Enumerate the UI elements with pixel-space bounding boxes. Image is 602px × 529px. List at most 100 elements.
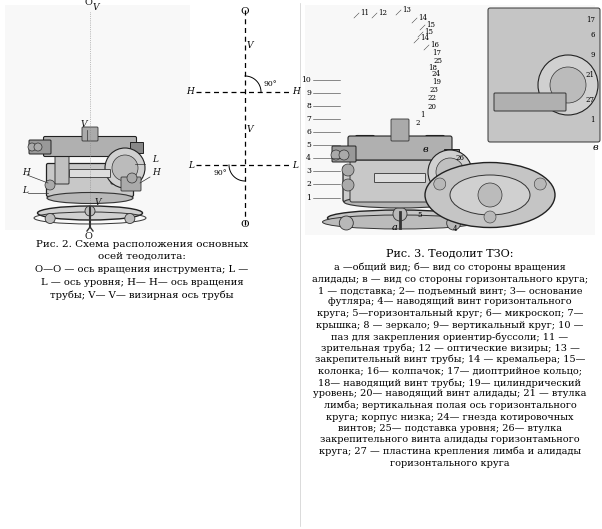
Ellipse shape: [323, 215, 477, 229]
Text: Рис. 3. Теодолит ТЗО:: Рис. 3. Теодолит ТЗО:: [386, 248, 514, 258]
Text: зрительная труба; 12 — оптические визиры; 13 —: зрительная труба; 12 — оптические визиры…: [320, 343, 580, 353]
Text: 19: 19: [432, 78, 441, 86]
Text: L: L: [22, 186, 28, 195]
FancyBboxPatch shape: [356, 135, 374, 187]
Text: 1: 1: [591, 116, 595, 124]
Circle shape: [340, 216, 353, 230]
Text: 4: 4: [453, 225, 458, 233]
FancyBboxPatch shape: [488, 8, 600, 142]
Text: Рис. 2. Схема расположения основных: Рис. 2. Схема расположения основных: [36, 240, 248, 249]
Text: 6: 6: [591, 31, 595, 39]
Ellipse shape: [450, 175, 530, 215]
Text: O: O: [241, 7, 249, 16]
Text: 24: 24: [432, 70, 441, 78]
Ellipse shape: [327, 210, 473, 226]
FancyBboxPatch shape: [426, 135, 444, 187]
Text: 1 — подставка; 2— подъемный винт; 3— основание: 1 — подставка; 2— подъемный винт; 3— осн…: [318, 286, 582, 295]
Text: O: O: [84, 0, 92, 7]
Text: 26: 26: [456, 154, 465, 162]
Circle shape: [444, 189, 456, 201]
Circle shape: [125, 214, 135, 223]
Text: L: L: [188, 160, 194, 169]
Circle shape: [342, 179, 354, 191]
Text: в: в: [422, 145, 428, 154]
Text: 2: 2: [415, 119, 420, 127]
Text: лимба; вертикальная полая ось горизонтального: лимба; вертикальная полая ось горизонтал…: [324, 401, 576, 411]
Text: 23: 23: [430, 86, 439, 94]
Text: 11: 11: [360, 9, 369, 17]
FancyBboxPatch shape: [111, 144, 125, 184]
Text: V: V: [95, 198, 102, 207]
Text: горизонтального круга: горизонтального круга: [390, 459, 510, 468]
Text: 18: 18: [428, 64, 437, 72]
Text: паз для закрепления ориентир-буссоли; 11 —: паз для закрепления ориентир-буссоли; 11…: [332, 332, 568, 342]
Text: H: H: [186, 87, 194, 96]
Text: 21: 21: [586, 71, 595, 79]
Text: L: L: [292, 160, 298, 169]
FancyBboxPatch shape: [494, 93, 566, 111]
Text: 15: 15: [424, 28, 433, 36]
Text: закрепительный винт трубы; 14 — кремальера; 15—: закрепительный винт трубы; 14 — кремалье…: [315, 355, 585, 364]
FancyBboxPatch shape: [391, 119, 409, 141]
Text: 17: 17: [432, 49, 441, 57]
Circle shape: [127, 173, 137, 183]
Text: в: в: [592, 143, 598, 152]
Text: 1: 1: [420, 111, 424, 119]
Circle shape: [331, 150, 341, 160]
Text: H: H: [292, 87, 300, 96]
FancyBboxPatch shape: [444, 149, 459, 160]
Text: осей теодолита:: осей теодолита:: [98, 252, 186, 261]
Circle shape: [85, 206, 95, 216]
Text: 6: 6: [306, 128, 311, 136]
Circle shape: [436, 158, 464, 186]
Text: а —общий вид; б— вид со стороны вращения: а —общий вид; б— вид со стороны вращения: [334, 263, 566, 272]
FancyBboxPatch shape: [350, 160, 450, 202]
Text: 8: 8: [306, 102, 311, 110]
Text: O: O: [84, 232, 92, 241]
FancyBboxPatch shape: [332, 146, 356, 162]
Text: 14: 14: [418, 14, 427, 22]
Circle shape: [447, 216, 461, 230]
Ellipse shape: [425, 162, 555, 227]
FancyBboxPatch shape: [348, 136, 452, 160]
Text: 20: 20: [428, 103, 437, 111]
Circle shape: [112, 155, 138, 181]
Text: 10: 10: [301, 76, 311, 84]
Circle shape: [434, 178, 445, 190]
FancyBboxPatch shape: [121, 177, 141, 191]
Circle shape: [550, 67, 586, 103]
Text: O—O — ось вращения инструмента; L —: O—O — ось вращения инструмента; L —: [36, 265, 249, 274]
Circle shape: [45, 214, 55, 223]
Text: закрепительного винта алидады горизонтамьного: закрепительного винта алидады горизонтам…: [320, 435, 580, 444]
Circle shape: [34, 143, 42, 151]
FancyBboxPatch shape: [29, 140, 51, 154]
Text: винтов; 25— подставка уровня; 26— втулка: винтов; 25— подставка уровня; 26— втулка: [338, 424, 562, 433]
Text: 90°: 90°: [213, 169, 227, 177]
FancyBboxPatch shape: [69, 169, 111, 178]
Ellipse shape: [344, 196, 456, 208]
Circle shape: [45, 180, 55, 190]
FancyBboxPatch shape: [43, 136, 137, 157]
Text: V: V: [81, 120, 87, 129]
FancyBboxPatch shape: [82, 127, 98, 141]
Ellipse shape: [37, 206, 143, 220]
Circle shape: [428, 150, 472, 194]
Text: крышка; 8 — зеркало; 9— вертикальный круг; 10 —: крышка; 8 — зеркало; 9— вертикальный кру…: [316, 321, 584, 330]
Text: футляра; 4— наводящий винт горизонтального: футляра; 4— наводящий винт горизонтально…: [328, 297, 572, 306]
Text: L: L: [152, 155, 158, 164]
FancyBboxPatch shape: [129, 141, 143, 152]
Text: 18— наводящий винт трубы; 19— цилиндрический: 18— наводящий винт трубы; 19— цилиндриче…: [318, 378, 582, 388]
Circle shape: [484, 211, 496, 223]
Text: 3: 3: [306, 167, 311, 175]
Text: H: H: [152, 168, 160, 177]
Circle shape: [534, 178, 546, 190]
FancyBboxPatch shape: [305, 5, 595, 235]
Text: 22: 22: [428, 94, 437, 102]
Circle shape: [105, 148, 145, 188]
FancyBboxPatch shape: [46, 163, 134, 196]
FancyBboxPatch shape: [374, 174, 426, 183]
Text: колонка; 16— колпачок; 17— диоптрийное кольцо;: колонка; 16— колпачок; 17— диоптрийное к…: [318, 367, 582, 376]
Text: 16: 16: [430, 41, 439, 49]
Text: 15: 15: [426, 21, 435, 29]
Text: 9: 9: [306, 89, 311, 97]
